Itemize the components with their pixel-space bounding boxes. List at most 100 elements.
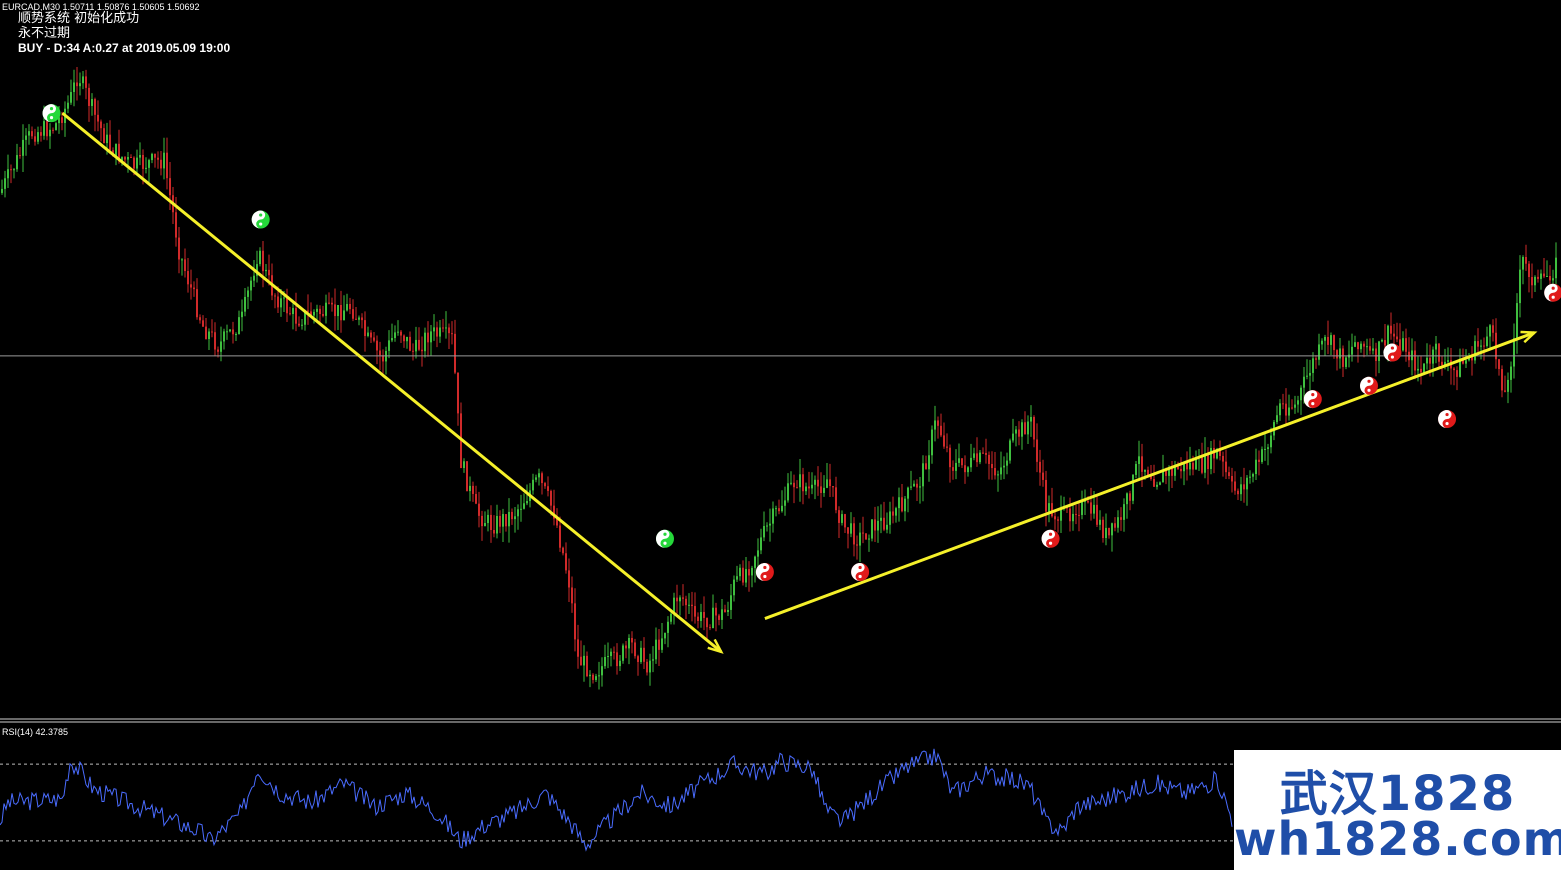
candle-body bbox=[1015, 429, 1017, 434]
candle-body bbox=[277, 296, 279, 308]
candle-body bbox=[562, 547, 564, 554]
candle-body bbox=[1429, 357, 1431, 364]
candle-body bbox=[1306, 375, 1308, 377]
candle-body bbox=[493, 529, 495, 534]
buy-signal-icon bbox=[655, 529, 674, 548]
candle-body bbox=[295, 308, 297, 324]
candle-body bbox=[769, 523, 771, 526]
candle-body bbox=[982, 452, 984, 454]
candle-body bbox=[1207, 453, 1209, 470]
candle-body bbox=[976, 453, 978, 463]
candle-body bbox=[70, 92, 72, 103]
candle-body bbox=[1249, 476, 1251, 478]
candle-body bbox=[166, 152, 168, 179]
candle-body bbox=[1033, 416, 1035, 440]
candle-body bbox=[1228, 472, 1230, 477]
candle-body bbox=[1012, 433, 1014, 441]
candle-body bbox=[1555, 257, 1557, 279]
candle-body bbox=[835, 487, 837, 511]
candle-body bbox=[448, 327, 450, 334]
candle-body bbox=[340, 304, 342, 321]
candle-body bbox=[1510, 366, 1512, 380]
candle-body bbox=[409, 336, 411, 351]
candle-body bbox=[94, 99, 96, 115]
candle-body bbox=[286, 297, 288, 314]
candle-body bbox=[772, 508, 774, 524]
yinyang-dot bbox=[1390, 346, 1395, 350]
candle-body bbox=[883, 517, 885, 530]
candle-body bbox=[1351, 346, 1353, 355]
candle-body bbox=[214, 332, 216, 350]
candle-body bbox=[1096, 504, 1098, 525]
candle-body bbox=[1045, 479, 1047, 512]
candle-body bbox=[1051, 503, 1053, 517]
candle-body bbox=[1054, 516, 1056, 520]
candle-body bbox=[22, 139, 24, 156]
candle-body bbox=[223, 331, 225, 342]
candle-body bbox=[376, 340, 378, 351]
candle-body bbox=[118, 143, 120, 162]
yinyang-dot bbox=[1311, 402, 1315, 406]
candle-body bbox=[544, 483, 546, 487]
candle-body bbox=[1036, 439, 1038, 462]
candle-body bbox=[541, 473, 543, 484]
candle-body bbox=[691, 604, 693, 607]
candle-body bbox=[694, 606, 696, 617]
subwindow-separator[interactable] bbox=[0, 718, 1561, 723]
candle-body bbox=[1150, 476, 1152, 479]
candle-body bbox=[1330, 335, 1332, 345]
candle-body bbox=[1453, 368, 1455, 371]
candle-body bbox=[991, 463, 993, 469]
candle-body bbox=[814, 479, 816, 485]
watermark-title: 武汉1828 bbox=[1279, 766, 1516, 822]
candle-body bbox=[1432, 349, 1434, 364]
candle-body bbox=[775, 508, 777, 510]
candle-body bbox=[973, 453, 975, 458]
candle-body bbox=[13, 169, 15, 171]
candle-body bbox=[208, 331, 210, 340]
candle-body bbox=[802, 474, 804, 492]
candle-body bbox=[184, 259, 186, 272]
candle-body bbox=[178, 237, 180, 260]
candle-body bbox=[490, 514, 492, 530]
candle-body bbox=[613, 651, 615, 653]
candle-body bbox=[928, 455, 930, 470]
candle-body bbox=[298, 323, 300, 326]
candle-body bbox=[421, 349, 423, 352]
candle-body bbox=[1021, 422, 1023, 437]
candle-body bbox=[364, 320, 366, 336]
candle-body bbox=[604, 656, 606, 667]
candle-body bbox=[1060, 508, 1062, 521]
candle-body bbox=[304, 310, 306, 325]
candle-body bbox=[55, 123, 57, 130]
candle-body bbox=[100, 121, 102, 129]
candle-body bbox=[850, 523, 852, 534]
candle-body bbox=[502, 514, 504, 527]
candle-body bbox=[328, 302, 330, 304]
trend-arrow-uptrend bbox=[764, 331, 1535, 620]
yinyang-dot bbox=[1390, 355, 1395, 359]
candle-body bbox=[739, 567, 741, 577]
candle-body bbox=[589, 674, 591, 677]
candle-body bbox=[274, 295, 276, 297]
candle-body bbox=[1336, 350, 1338, 359]
candle-body bbox=[1138, 456, 1140, 464]
candle-body bbox=[592, 674, 594, 680]
candle-body bbox=[1144, 469, 1146, 472]
candle-body bbox=[934, 420, 936, 430]
candle-body bbox=[136, 157, 138, 169]
candle-body bbox=[1216, 448, 1218, 459]
candle-body bbox=[124, 157, 126, 160]
candle-body bbox=[1378, 341, 1380, 361]
rsi-line bbox=[0, 748, 1233, 852]
candle-body bbox=[1537, 276, 1539, 279]
candle-body bbox=[16, 155, 18, 170]
candle-body bbox=[370, 332, 372, 338]
candle-body bbox=[862, 532, 864, 534]
yinyang-dot bbox=[1551, 286, 1555, 290]
candle-body bbox=[4, 178, 6, 189]
candle-body bbox=[403, 335, 405, 342]
candle-body bbox=[1072, 513, 1074, 522]
candle-body bbox=[322, 314, 324, 316]
